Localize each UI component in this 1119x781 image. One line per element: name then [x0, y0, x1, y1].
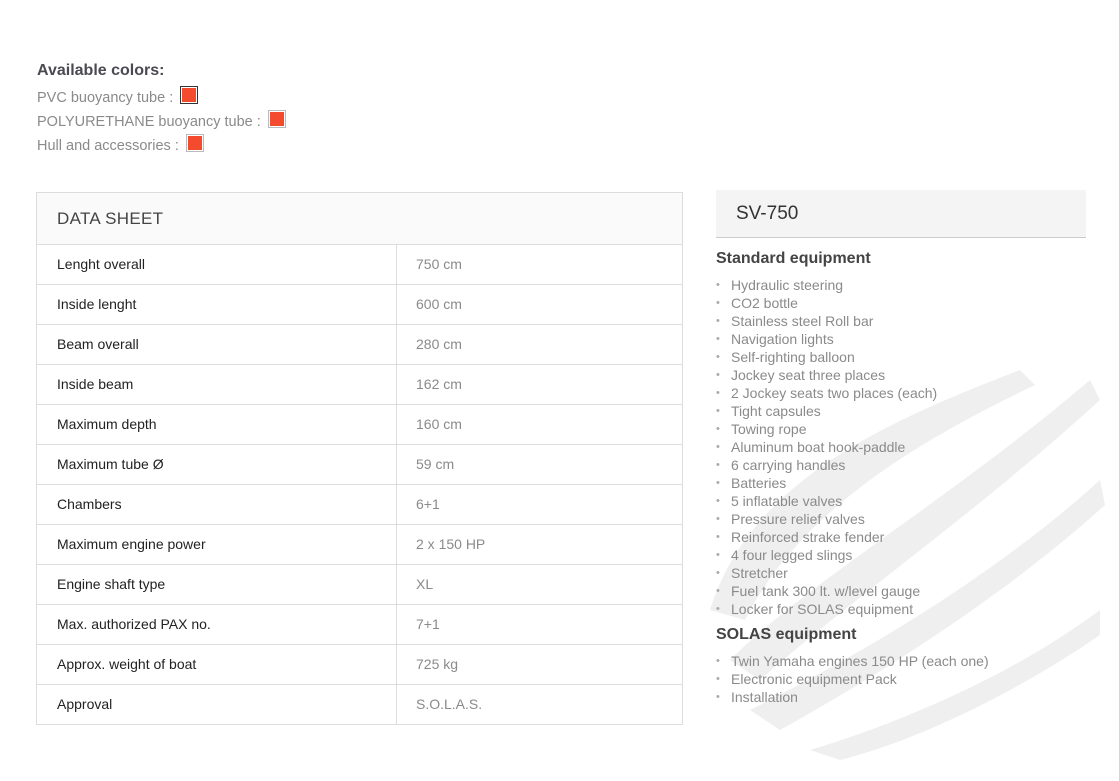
available-colors: Available colors: PVC buoyancy tube : PO…	[37, 62, 286, 158]
color-row: POLYURETHANE buoyancy tube :	[37, 110, 286, 134]
list-item: Stainless steel Roll bar	[716, 312, 1086, 330]
spec-value: 6+1	[416, 496, 440, 512]
spec-value: 160 cm	[416, 416, 462, 432]
spec-name: Maximum engine power	[37, 525, 397, 564]
standard-equipment-title: Standard equipment	[716, 250, 871, 267]
table-row: Approx. weight of boat 725 kg	[37, 645, 682, 685]
spec-name: Chambers	[37, 485, 397, 524]
spec-name: Engine shaft type	[37, 565, 397, 604]
color-swatch[interactable]	[267, 110, 286, 128]
color-label: Hull and accessories :	[37, 138, 179, 154]
spec-value: 162 cm	[416, 376, 462, 392]
data-sheet-table: DATA SHEET Lenght overall 750 cm Inside le…	[36, 192, 683, 725]
list-item: Towing rope	[716, 420, 1086, 438]
table-row: Maximum engine power 2 x 150 HP	[37, 525, 682, 565]
table-row: Inside beam 162 cm	[37, 365, 682, 405]
list-item: Stretcher	[716, 564, 1086, 582]
list-item: Twin Yamaha engines 150 HP (each one)	[716, 652, 1086, 670]
color-swatch[interactable]	[185, 134, 204, 152]
table-row: Beam overall 280 cm	[37, 325, 682, 365]
table-row: Maximum depth 160 cm	[37, 405, 682, 445]
list-item: Self-righting balloon	[716, 348, 1086, 366]
list-item: Navigation lights	[716, 330, 1086, 348]
table-row: Approval S.O.L.A.S.	[37, 685, 682, 724]
color-label: POLYURETHANE buoyancy tube :	[37, 114, 261, 130]
list-item: Tight capsules	[716, 402, 1086, 420]
list-item: Electronic equipment Pack	[716, 670, 1086, 688]
spec-name: Beam overall	[37, 325, 397, 364]
spec-value: 725 kg	[416, 656, 459, 672]
list-item: Pressure relief valves	[716, 510, 1086, 528]
list-item: Jockey seat three places	[716, 366, 1086, 384]
list-item: 2 Jockey seats two places (each)	[716, 384, 1086, 402]
color-swatch[interactable]	[180, 86, 199, 104]
model-panel: SV-750 Standard equipment Hydraulic stee…	[716, 190, 1086, 706]
list-item: 5 inflatable valves	[716, 492, 1086, 510]
table-row: Max. authorized PAX no. 7+1	[37, 605, 682, 645]
spec-value: XL	[416, 576, 434, 592]
color-label: PVC buoyancy tube :	[37, 90, 174, 106]
list-item: CO2 bottle	[716, 294, 1086, 312]
table-row: Engine shaft type XL	[37, 565, 682, 605]
spec-name: Maximum tube Ø	[37, 445, 397, 484]
spec-value: 600 cm	[416, 296, 462, 312]
list-item: Locker for SOLAS equipment	[716, 600, 1086, 618]
spec-name: Approx. weight of boat	[37, 645, 397, 684]
list-item: Installation	[716, 688, 1086, 706]
data-sheet-title: DATA SHEET	[37, 193, 682, 245]
spec-name: Lenght overall	[37, 245, 397, 284]
list-item: Aluminum boat hook-paddle	[716, 438, 1086, 456]
solas-equipment-title: SOLAS equipment	[716, 626, 857, 643]
colors-title: Available colors:	[37, 62, 165, 79]
spec-value: 750 cm	[416, 256, 462, 272]
spec-value: 280 cm	[416, 336, 462, 352]
spec-value: 59 cm	[416, 456, 455, 472]
solas-equipment-list: Twin Yamaha engines 150 HP (each one)Ele…	[716, 652, 1086, 706]
color-row: PVC buoyancy tube :	[37, 86, 286, 110]
list-item: 4 four legged slings	[716, 546, 1086, 564]
list-item: Reinforced strake fender	[716, 528, 1086, 546]
table-row: Chambers 6+1	[37, 485, 682, 525]
spec-value: 7+1	[416, 616, 440, 632]
spec-name: Approval	[37, 685, 397, 724]
spec-value: 2 x 150 HP	[416, 536, 486, 552]
spec-name: Inside beam	[37, 365, 397, 404]
model-title: SV-750	[716, 190, 1086, 238]
list-item: Hydraulic steering	[716, 276, 1086, 294]
table-row: Lenght overall 750 cm	[37, 245, 682, 285]
table-row: Inside lenght 600 cm	[37, 285, 682, 325]
list-item: 6 carrying handles	[716, 456, 1086, 474]
standard-equipment-list: Hydraulic steeringCO2 bottleStainless st…	[716, 276, 1086, 618]
spec-name: Inside lenght	[37, 285, 397, 324]
spec-value: S.O.L.A.S.	[416, 696, 483, 712]
list-item: Fuel tank 300 lt. w/level gauge	[716, 582, 1086, 600]
list-item: Batteries	[716, 474, 1086, 492]
table-row: Maximum tube Ø 59 cm	[37, 445, 682, 485]
spec-name: Maximum depth	[37, 405, 397, 444]
spec-name: Max. authorized PAX no.	[37, 605, 397, 644]
color-row: Hull and accessories :	[37, 134, 286, 158]
